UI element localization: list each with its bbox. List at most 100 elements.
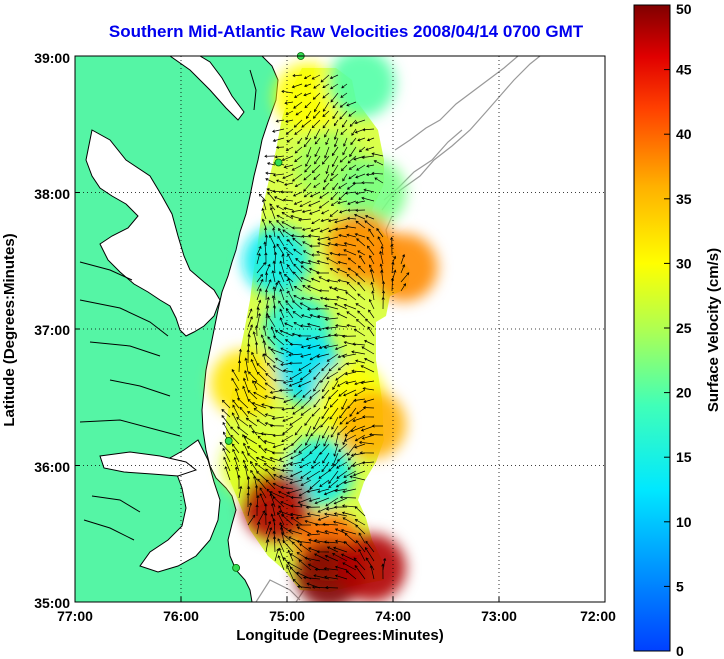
velocity-vector — [234, 388, 240, 400]
velocity-vector — [334, 218, 348, 224]
velocity-vector — [231, 377, 240, 391]
velocity-vector — [262, 198, 267, 211]
velocity-vector — [237, 397, 249, 409]
velocity-vector — [256, 278, 264, 292]
velocity-vector — [361, 196, 375, 202]
velocity-vector — [360, 365, 375, 373]
velocity-vector — [293, 200, 303, 205]
velocity-vector — [300, 265, 312, 274]
velocity-vector — [333, 443, 339, 457]
velocity-vector — [272, 496, 285, 508]
velocity-vector — [282, 425, 294, 435]
velocity-vector — [247, 453, 258, 463]
velocity-vector — [332, 553, 348, 562]
velocity-vector — [284, 322, 294, 328]
x-axis-label: Longitude (Degrees:Minutes) — [236, 627, 444, 644]
velocity-vector — [294, 425, 303, 436]
velocity-vector — [319, 191, 330, 199]
velocity-vector — [293, 263, 303, 274]
velocity-vector — [283, 247, 294, 256]
albemarle-sound — [99, 451, 198, 477]
velocity-vector — [247, 324, 253, 337]
velocity-vector — [333, 137, 339, 148]
x-tick-label: 75:00 — [269, 608, 305, 624]
velocity-vector — [335, 479, 348, 488]
velocity-vector — [292, 237, 303, 247]
velocity-vector — [314, 137, 321, 145]
velocity-vectors — [219, 74, 410, 590]
velocity-vector — [382, 557, 387, 571]
velocity-vector — [339, 101, 348, 108]
velocity-vector — [275, 119, 285, 123]
velocity-vector — [246, 476, 251, 490]
velocity-vector — [299, 200, 312, 208]
velocity-vector — [323, 344, 339, 349]
velocity-vector — [256, 312, 261, 328]
velocity-vector — [304, 101, 312, 109]
velocity-vector — [348, 173, 357, 180]
velocity-vector — [256, 262, 266, 274]
colorbar-tick-label: 10 — [676, 514, 692, 530]
velocity-vector — [373, 160, 384, 166]
velocity-vector — [296, 526, 312, 535]
velocity-vector — [331, 164, 339, 176]
velocity-vector — [338, 233, 348, 238]
velocity-vector — [353, 213, 366, 220]
velocity-vector — [301, 209, 312, 214]
velocity-vector — [307, 285, 321, 292]
colorbar-tick-label: 35 — [676, 191, 692, 207]
velocity-vector — [330, 83, 339, 90]
velocity-vector — [339, 416, 348, 425]
velocity-vector — [293, 286, 303, 292]
velocity-vector — [304, 83, 312, 88]
velocity-vector — [272, 365, 285, 373]
y-tick-label: 35:00 — [34, 595, 70, 611]
velocity-vector — [289, 553, 303, 562]
velocity-vector — [299, 461, 312, 469]
velocity-vector — [321, 461, 330, 473]
velocity-vector — [369, 432, 384, 437]
velocity-vector — [369, 564, 375, 580]
velocity-vector — [326, 371, 339, 380]
velocity-vector — [260, 455, 276, 463]
velocity-vector — [311, 164, 321, 174]
velocity-vector — [312, 110, 321, 119]
velocity-vector — [334, 242, 348, 247]
velocity-vector — [293, 101, 303, 109]
velocity-vector — [328, 389, 339, 400]
velocity-vector — [292, 191, 303, 197]
velocity-vector — [325, 497, 339, 507]
velocity-vector — [358, 440, 375, 445]
velocity-vector — [344, 533, 357, 544]
velocity-vector — [244, 370, 249, 382]
velocity-vector — [272, 304, 276, 319]
velocity-vector — [256, 307, 260, 319]
velocity-vector — [290, 214, 303, 220]
velocity-vector — [326, 278, 339, 283]
velocity-vector — [334, 505, 348, 509]
velocity-vector — [358, 146, 366, 153]
velocity-vector — [318, 200, 330, 209]
velocity-vector — [282, 198, 294, 202]
velocity-vector — [222, 447, 231, 463]
velocity-vector — [337, 425, 348, 436]
velocity-vector — [254, 341, 259, 355]
velocity-vector — [326, 353, 339, 362]
velocity-vector — [314, 155, 321, 165]
velocity-vector — [269, 456, 285, 463]
velocity-vector — [334, 574, 348, 580]
velocity-vector — [256, 419, 267, 427]
velocity-vector — [348, 164, 357, 170]
velocity-vector — [328, 286, 339, 292]
velocity-vector — [350, 452, 366, 457]
velocity-vector — [287, 264, 294, 274]
velocity-vector — [293, 294, 303, 301]
velocity-vector — [311, 218, 321, 225]
velocity-vector — [286, 137, 294, 143]
velocity-vector — [269, 424, 285, 428]
velocity-vector — [328, 470, 339, 484]
velocity-vector — [310, 277, 321, 283]
velocity-vector — [359, 255, 366, 265]
velocity-vector — [364, 215, 375, 220]
colorbar-tick-label: 25 — [676, 320, 692, 336]
